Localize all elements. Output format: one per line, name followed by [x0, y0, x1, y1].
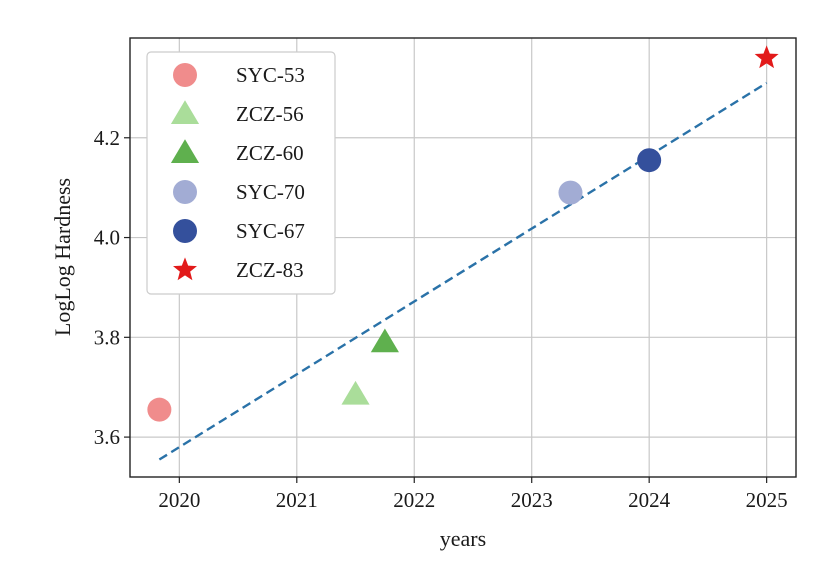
y-tick-label: 3.8 — [94, 325, 120, 349]
y-tick-label: 3.6 — [94, 425, 120, 449]
legend-marker-syc-70 — [173, 180, 197, 204]
point-syc-70 — [558, 180, 583, 205]
plot-frame — [129, 37, 797, 478]
point-syc-53 — [147, 397, 172, 422]
point-zcz-83 — [754, 45, 779, 69]
legend-label-syc-67: SYC-67 — [236, 219, 305, 243]
trendline-group — [158, 81, 768, 461]
legend-label-zcz-56: ZCZ-56 — [236, 102, 304, 126]
x-tick-label: 2022 — [393, 488, 435, 512]
legend-label-syc-53: SYC-53 — [236, 63, 305, 87]
y-tick-label: 4.0 — [94, 226, 120, 250]
y-axis-label: LogLog Hardness — [50, 178, 75, 336]
legend-label-zcz-60: ZCZ-60 — [236, 141, 304, 165]
x-tick-label: 2023 — [511, 488, 553, 512]
legend-marker-zcz-83 — [173, 257, 197, 281]
legend-marker-syc-53 — [173, 63, 197, 87]
x-tick-label: 2024 — [628, 488, 671, 512]
point-zcz-60 — [370, 328, 399, 353]
legend-label-syc-70: SYC-70 — [236, 180, 305, 204]
x-tick-label: 2021 — [276, 488, 318, 512]
x-axis-label: years — [440, 526, 486, 551]
point-zcz-56 — [341, 380, 370, 405]
data-points — [147, 45, 779, 422]
legend-label-zcz-83: ZCZ-83 — [236, 258, 304, 282]
axis-ticks: 2020 2021 2022 2023 2024 2025 3.6 3.8 4.0 4.2 — [94, 126, 788, 512]
legend-marker-zcz-56 — [170, 100, 200, 124]
legend: SYC-53 ZCZ-56 ZCZ-60 SYC-70 SYC-67 ZCZ-83 — [146, 51, 336, 295]
legend-marker-zcz-60 — [170, 139, 200, 163]
trendline — [158, 81, 768, 461]
x-tick-label: 2025 — [746, 488, 788, 512]
y-tick-label: 4.2 — [94, 126, 120, 150]
x-tick-label: 2020 — [158, 488, 200, 512]
legend-marker-syc-67 — [173, 219, 197, 243]
point-syc-67 — [637, 148, 662, 173]
